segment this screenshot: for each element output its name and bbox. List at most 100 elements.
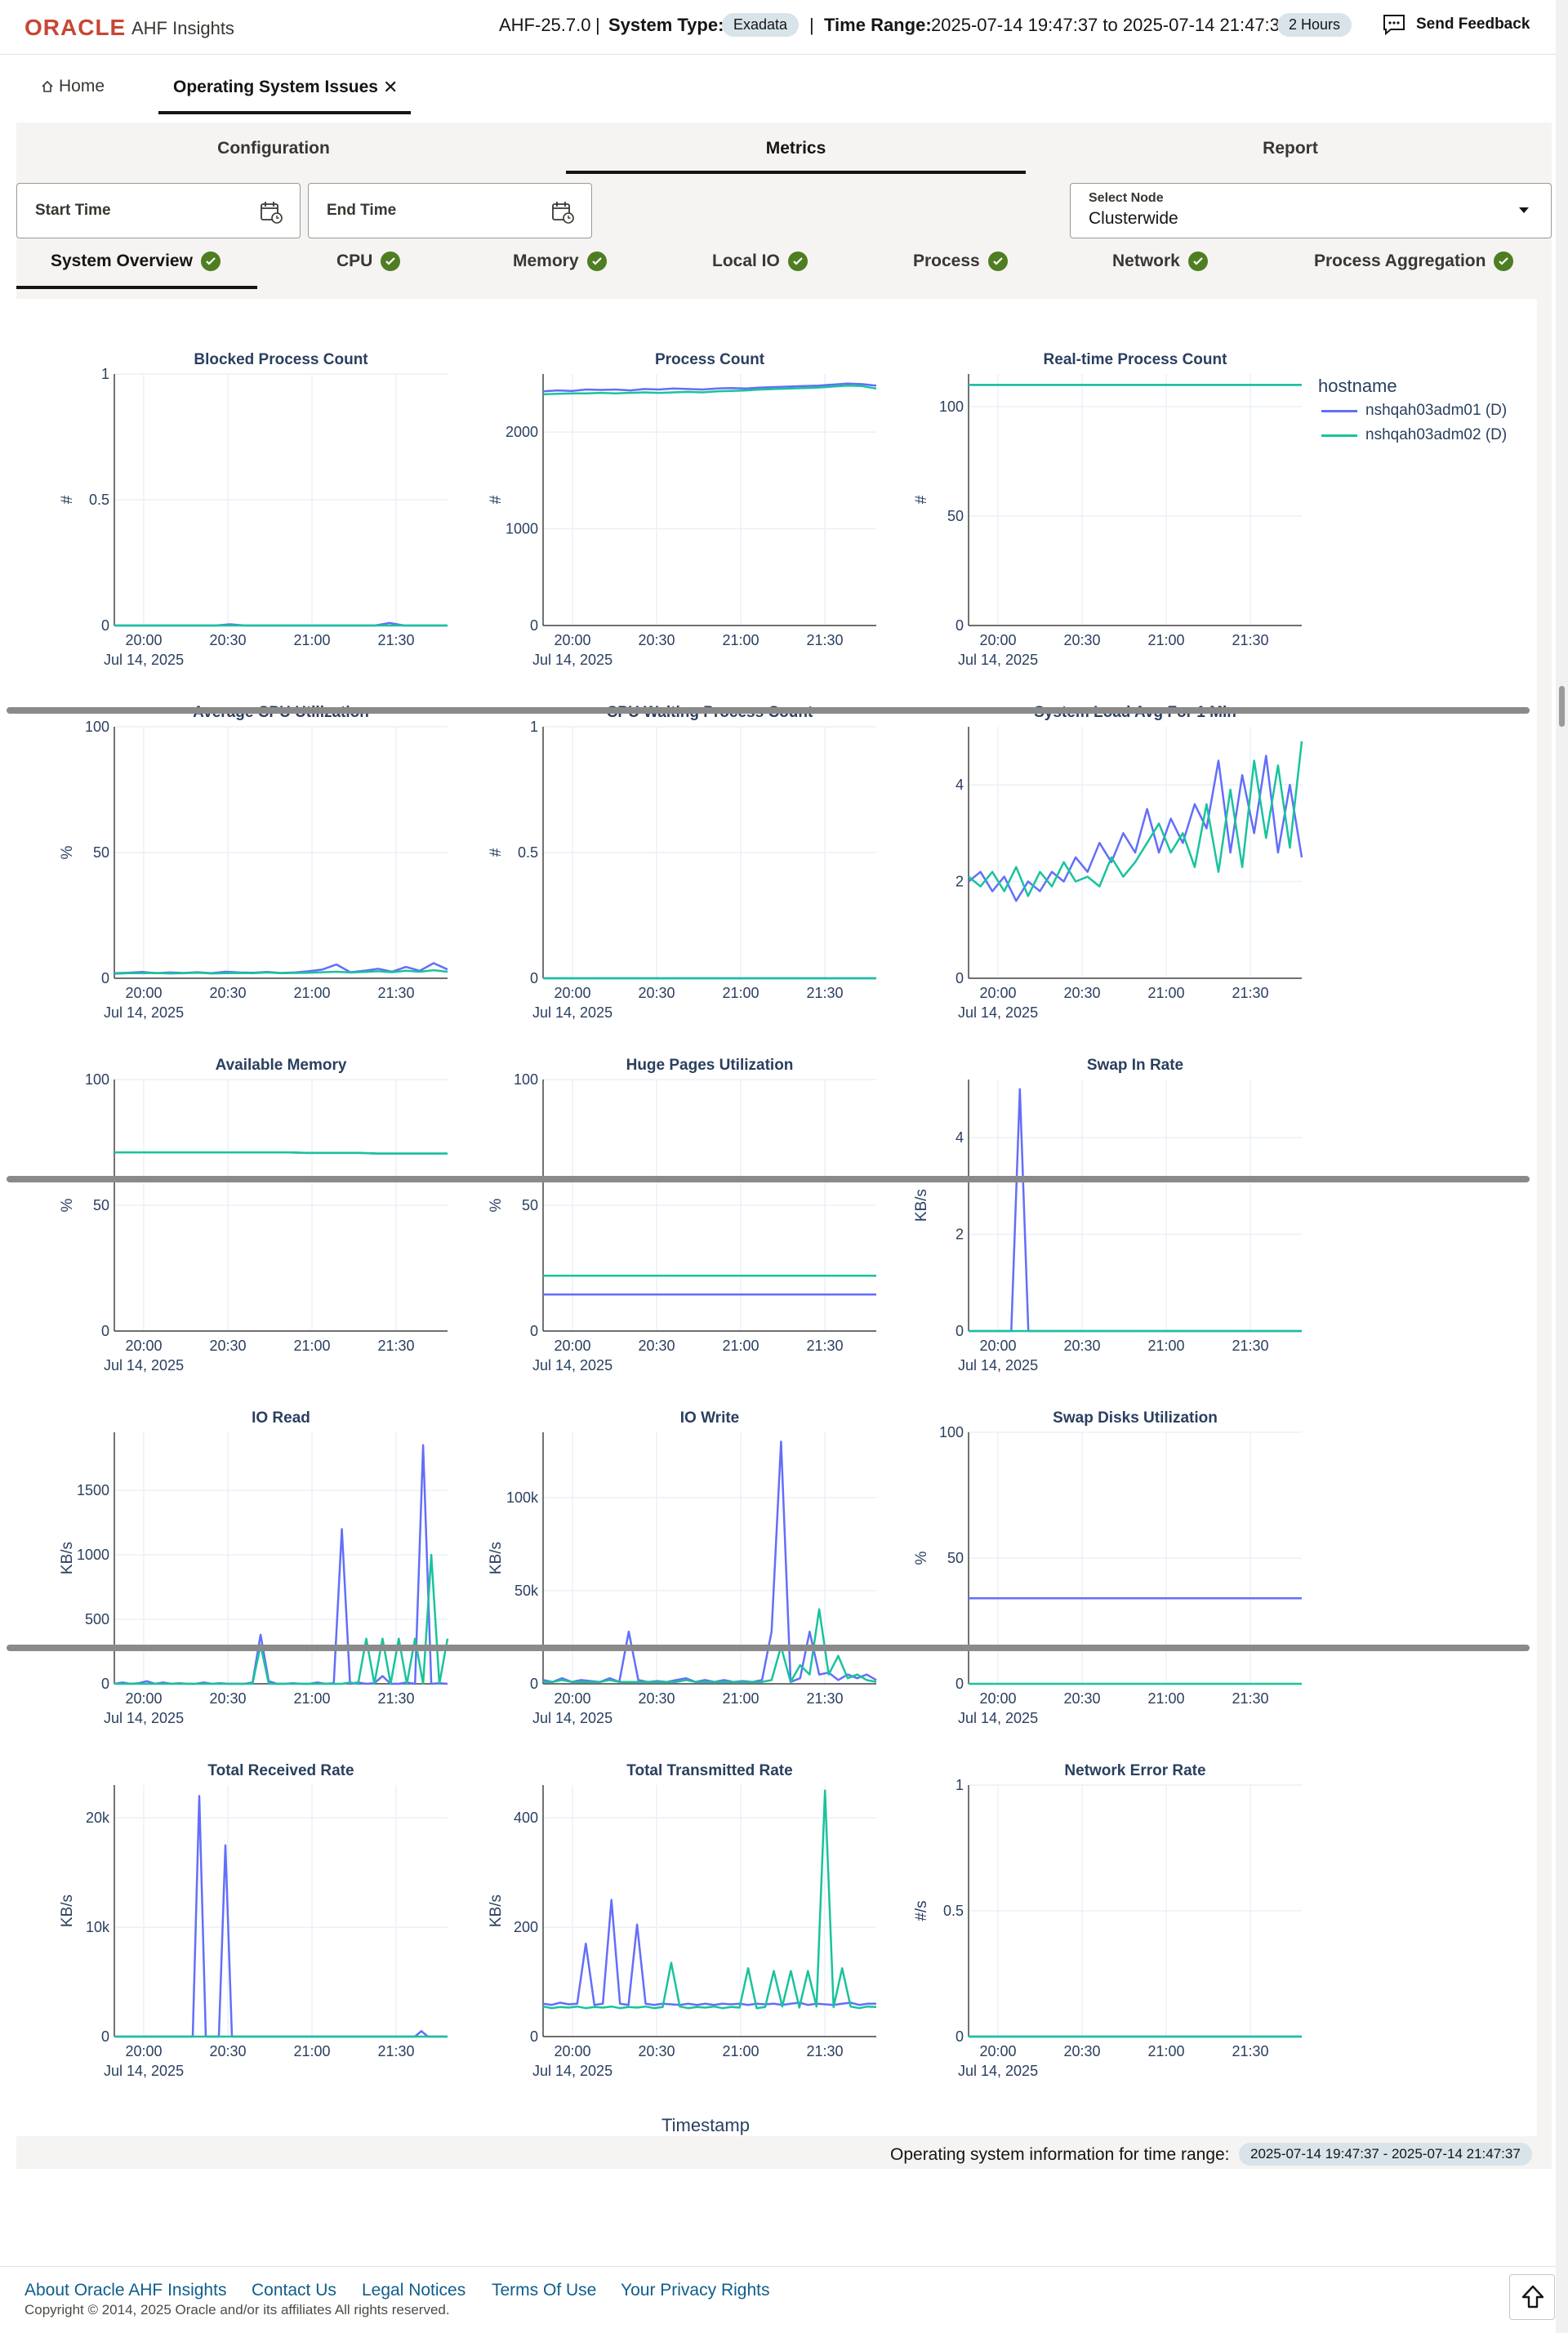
x-tick-label: 20:30 (209, 2043, 246, 2059)
chart-resize-handle[interactable] (7, 707, 1530, 714)
chart-resize-handle[interactable] (7, 1645, 1530, 1651)
x-tick-label: 20:30 (638, 1690, 675, 1707)
check-circle-icon (200, 252, 220, 271)
x-date-label: Jul 14, 2025 (532, 1357, 612, 1374)
y-tick-label: 0 (530, 617, 538, 634)
y-tick-label: 50 (522, 1197, 538, 1213)
x-tick-label: 20:00 (554, 2043, 590, 2059)
legend-item[interactable]: nshqah03adm02 (D) (1321, 426, 1507, 444)
page-scrollbar[interactable] (1556, 0, 1568, 2333)
tab-process[interactable]: Process (913, 252, 1008, 271)
series-line[interactable] (114, 968, 448, 975)
chart-title: Network Error Rate (1064, 1762, 1205, 1779)
check-circle-icon (381, 252, 401, 271)
series-line[interactable] (543, 1608, 877, 1683)
chart-network-error-rate[interactable]: Network Error Rate 0 0.5 1 20:00 20:30 21:00 21… (913, 1762, 1302, 2079)
series-line[interactable] (969, 1088, 1302, 1333)
chart-resize-handle[interactable] (7, 1176, 1530, 1182)
chart-total-transmitted-rate[interactable]: Total Transmitted Rate 0 200 400 20:00 20:30 2… (488, 1762, 877, 2079)
y-tick-label: 0 (956, 970, 964, 986)
send-feedback-button[interactable]: Send Feedback (1382, 13, 1530, 36)
series-line[interactable] (542, 382, 877, 393)
y-axis-label: # (488, 848, 505, 857)
chart-system-load-avg-for-1-min[interactable]: System Load Avg For 1 Min02420:0020:3021… (956, 704, 1303, 1021)
legend-item[interactable]: nshqah03adm01 (D) (1321, 402, 1507, 420)
x-tick-label: 21:00 (1147, 632, 1184, 648)
chart-available-memory[interactable]: Available Memory 0 50 100 20:00 20:30 21:00 21:… (59, 1057, 448, 1374)
series-line[interactable] (542, 1789, 877, 2010)
footer-link-about[interactable]: About Oracle AHF Insights (24, 2281, 227, 2300)
y-tick-label: 2 (956, 1227, 964, 1243)
chart-process-count[interactable]: Process Count 0 1000 2000 20:00 20:30 21:00 21:… (488, 351, 877, 668)
series-line[interactable] (542, 384, 877, 396)
y-axis-label: # (59, 495, 76, 504)
chart-io-read[interactable]: IO Read 0 500 1000 1500 20:00 20:30 21:00 21:30 J… (59, 1409, 449, 1726)
tab-local-io[interactable]: Local IO (712, 252, 808, 271)
chart-blocked-process-count[interactable]: Blocked Process Count 0 0.5 1 20:00 20:30 21:0… (59, 351, 448, 668)
footer-link-contact[interactable]: Contact Us (252, 2281, 336, 2300)
chart-swap-disks-utilization[interactable]: Swap Disks Utilization 0 50 100 20:00 20:30 21… (913, 1409, 1302, 1726)
scrollbar-thumb[interactable] (1559, 686, 1565, 727)
x-tick-label: 21:00 (1147, 2043, 1184, 2059)
calendar-icon[interactable] (259, 200, 283, 225)
x-tick-label: 21:00 (1147, 1338, 1184, 1354)
subtab-configuration[interactable]: Configuration (217, 139, 330, 158)
subtab-metrics[interactable]: Metrics (765, 139, 826, 158)
end-time-input[interactable]: End Time (308, 183, 592, 238)
start-time-input[interactable]: Start Time (16, 183, 301, 238)
series-line[interactable] (114, 1795, 448, 2038)
x-date-label: Jul 14, 2025 (104, 1710, 184, 1726)
x-tick-label: 21:30 (806, 1690, 843, 1707)
y-tick-label: 50 (93, 844, 109, 861)
y-axis-label: % (59, 845, 76, 859)
x-tick-label: 20:30 (638, 632, 675, 648)
y-tick-label: 50 (947, 1550, 964, 1566)
chart-cpu-waiting-process-count[interactable]: CPU Waiting Process Count00.5120:0020:30… (488, 704, 876, 1021)
calendar-icon[interactable] (550, 200, 575, 225)
footer-link-legal[interactable]: Legal Notices (362, 2281, 466, 2300)
x-tick-label: 20:00 (979, 632, 1016, 648)
subtab-report[interactable]: Report (1263, 139, 1318, 158)
chart-swap-in-rate[interactable]: Swap In Rate 0 2 4 20:00 20:30 21:00 21:30 Jul 1… (913, 1057, 1302, 1374)
chart-total-received-rate[interactable]: Total Received Rate 0 10k 20k 20:00 20:30 21:0… (59, 1762, 448, 2079)
select-node-dropdown[interactable]: Select Node Clusterwide (1070, 183, 1552, 238)
y-tick-label: 100 (939, 1424, 964, 1440)
chart-average-cpu-utilization[interactable]: Average CPU Utilization05010020:0020:302… (59, 704, 448, 1021)
series-line[interactable] (114, 1553, 449, 1685)
series-line[interactable] (542, 1899, 876, 2006)
x-date-label: Jul 14, 2025 (958, 1710, 1038, 1726)
chart-huge-pages-utilization[interactable]: Huge Pages Utilization 0 50 100 20:00 20:30 21… (488, 1057, 876, 1374)
footer-divider (0, 2266, 1556, 2267)
x-tick-label: 20:00 (979, 2043, 1016, 2059)
scroll-to-top-button[interactable] (1509, 2274, 1555, 2320)
time-range-badge: 2 Hours (1277, 13, 1352, 37)
y-axis-label: KB/s (59, 1894, 76, 1927)
oracle-logo[interactable]: ORACLE (24, 15, 127, 40)
arrow-up-icon (1521, 2285, 1544, 2309)
tab-process-aggregation[interactable]: Process Aggregation (1314, 252, 1514, 271)
y-tick-label: 0 (956, 1676, 964, 1692)
series-line[interactable] (968, 741, 1303, 897)
tab-home[interactable]: Home (41, 77, 105, 96)
chart-title: Blocked Process Count (194, 351, 368, 368)
tab-memory[interactable]: Memory (513, 252, 607, 271)
y-tick-label: 20k (86, 1810, 110, 1826)
summary-label: Operating system information for time ra… (890, 2145, 1230, 2164)
tab-operating-system-issues[interactable]: Operating System Issues ✕ (173, 77, 398, 98)
chart-real-time-process-count[interactable]: Real-time Process Count 0 50 100 20:00 20:30 2… (913, 351, 1302, 668)
footer-link-terms[interactable]: Terms Of Use (492, 2281, 597, 2300)
footer-link-privacy[interactable]: Your Privacy Rights (621, 2281, 770, 2300)
tab-network[interactable]: Network (1112, 252, 1208, 271)
series-line[interactable] (114, 1151, 448, 1155)
tab-cpu[interactable]: CPU (336, 252, 401, 271)
y-tick-label: 4 (956, 1129, 964, 1146)
tab-system-overview[interactable]: System Overview (51, 252, 220, 271)
y-tick-label: 0 (956, 1323, 964, 1339)
chart-io-write[interactable]: IO Write 0 50k 100k 20:00 20:30 21:00 21:30 Jul … (488, 1409, 877, 1726)
close-tab-icon[interactable]: ✕ (382, 77, 399, 97)
y-tick-label: 0 (530, 2028, 538, 2045)
time-range-value: 2025-07-14 19:47:37 to 2025-07-14 21:47:… (931, 15, 1290, 35)
x-date-label: Jul 14, 2025 (958, 1004, 1038, 1021)
y-tick-label: 0 (530, 970, 538, 986)
x-tick-label: 21:00 (722, 985, 759, 1001)
